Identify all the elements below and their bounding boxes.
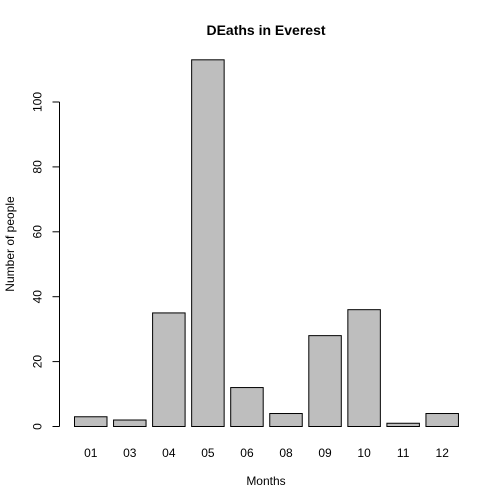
bars-group: [74, 59, 459, 428]
y-tick-label-20: 20: [31, 355, 45, 369]
x-tick-label-05: 05: [201, 446, 215, 460]
bar-10: [347, 309, 381, 427]
x-tick-label-04: 04: [162, 446, 176, 460]
y-tick-label-0: 0: [31, 423, 45, 430]
bar-06: [230, 387, 264, 427]
x-tick-label-01: 01: [84, 446, 98, 460]
x-tick-label-08: 08: [279, 446, 293, 460]
bar-09: [308, 335, 342, 428]
bar-12: [425, 413, 459, 427]
x-tick-label-11: 11: [397, 446, 410, 460]
x-tick-label-12: 12: [436, 446, 450, 460]
bar-04: [152, 312, 186, 427]
bar-08: [269, 413, 303, 427]
bar-03: [113, 419, 147, 428]
x-tick-label-10: 10: [357, 446, 371, 460]
x-tick-label-09: 09: [318, 446, 332, 460]
x-tick-labels: 01 03 04 05 06 08 09 10 11 12: [84, 446, 449, 460]
chart-title: DEaths in Everest: [206, 22, 325, 38]
x-axis-label: Months: [246, 474, 285, 488]
bar-05: [191, 59, 225, 427]
y-tick-label-40: 40: [31, 290, 45, 304]
x-tick-label-03: 03: [123, 446, 137, 460]
y-tick-label-60: 60: [31, 225, 45, 239]
y-axis-label: Number of people: [3, 196, 17, 292]
y-tick-label-100: 100: [31, 92, 45, 112]
y-axis: 0 20 40 60 80 100: [31, 92, 60, 430]
y-tick-label-80: 80: [31, 160, 45, 174]
bar-11: [386, 422, 420, 428]
bar-01: [74, 416, 108, 428]
x-tick-label-06: 06: [240, 446, 254, 460]
